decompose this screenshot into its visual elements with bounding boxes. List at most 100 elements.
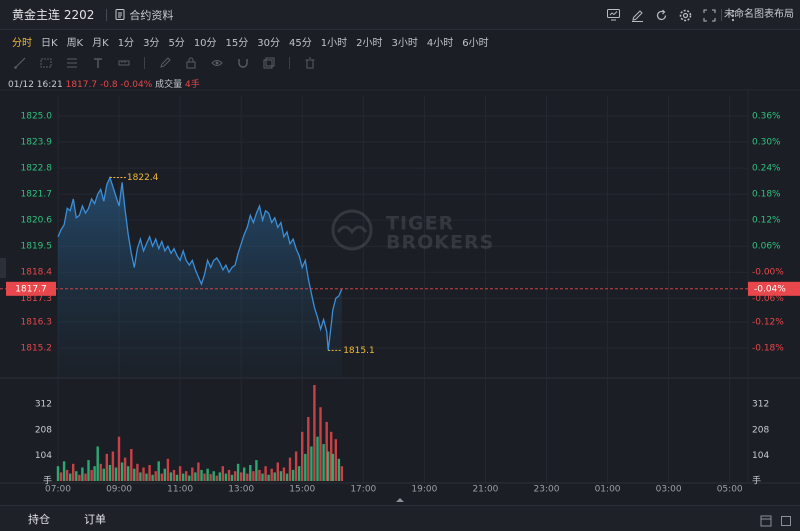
price-tick-label: 1815.2 bbox=[21, 344, 53, 354]
price-area bbox=[58, 177, 342, 378]
layout-divider bbox=[721, 9, 722, 21]
period-tab[interactable]: 5分 bbox=[168, 37, 185, 49]
fib-icon[interactable] bbox=[66, 57, 78, 69]
period-tab[interactable]: 4小时 bbox=[426, 37, 454, 49]
volume-bar bbox=[221, 466, 224, 481]
layers-icon[interactable] bbox=[263, 57, 275, 69]
period-tab[interactable]: 月K bbox=[92, 37, 109, 49]
trend-line-icon[interactable] bbox=[14, 57, 26, 69]
screen-icon[interactable] bbox=[606, 8, 620, 22]
volume-bar bbox=[246, 473, 249, 481]
volume-tick-label-right: 312 bbox=[752, 400, 769, 410]
more-icon[interactable] bbox=[726, 8, 740, 22]
tiger-logo-icon bbox=[331, 209, 373, 251]
time-tick-label: 09:00 bbox=[106, 485, 132, 495]
quote-price: 1817.7 bbox=[65, 80, 98, 90]
volume-bar bbox=[185, 471, 188, 481]
volume-bar bbox=[151, 474, 154, 481]
pencil-icon[interactable] bbox=[159, 57, 171, 69]
tiger-stripe-icon bbox=[336, 225, 368, 235]
volume-bar bbox=[273, 472, 276, 481]
quote-datetime: 01/12 16:21 bbox=[8, 80, 63, 90]
contract-info-button[interactable]: 合约资料 bbox=[115, 7, 173, 23]
volume-bar bbox=[102, 468, 105, 481]
price-tick-label: 1819.5 bbox=[21, 242, 53, 252]
volume-bar bbox=[172, 469, 176, 481]
period-tab[interactable]: 10分 bbox=[193, 37, 217, 49]
trash-icon[interactable] bbox=[304, 57, 316, 69]
maximize-icon[interactable] bbox=[780, 512, 792, 526]
tab-orders[interactable]: 订单 bbox=[84, 512, 106, 526]
price-tick-label: 1818.4 bbox=[21, 268, 53, 278]
period-tab[interactable]: 15分 bbox=[225, 37, 249, 49]
period-tab[interactable]: 1小时 bbox=[320, 37, 348, 49]
volume-bar bbox=[291, 469, 295, 481]
restore-icon[interactable] bbox=[760, 512, 772, 527]
volume-bar bbox=[136, 463, 139, 481]
volume-value: 4手 bbox=[185, 80, 200, 90]
volume-bar bbox=[313, 385, 316, 481]
period-tab[interactable]: 6小时 bbox=[462, 37, 489, 49]
volume-bar bbox=[279, 471, 283, 481]
volume-bar bbox=[209, 474, 212, 481]
pct-tick-label: -0.12% bbox=[752, 317, 784, 327]
pct-tick-label: 0.12% bbox=[752, 216, 781, 226]
volume-bar bbox=[261, 473, 264, 481]
volume-bar bbox=[99, 463, 102, 481]
collapse-panel-icon[interactable] bbox=[392, 495, 408, 503]
volume-bar bbox=[240, 472, 243, 481]
time-tick-label: 21:00 bbox=[472, 485, 498, 495]
rectangle-icon[interactable] bbox=[40, 57, 52, 69]
volume-bar bbox=[178, 466, 182, 481]
ruler-icon[interactable] bbox=[118, 57, 130, 69]
period-tab[interactable]: 分时 bbox=[12, 37, 32, 49]
period-tab[interactable]: 30分 bbox=[257, 37, 281, 49]
volume-bar bbox=[145, 473, 148, 481]
period-tab[interactable]: 日K bbox=[41, 37, 58, 49]
lock-icon[interactable] bbox=[185, 57, 197, 69]
volume-bar bbox=[258, 469, 261, 481]
magnet-icon[interactable] bbox=[237, 57, 249, 69]
edit-icon[interactable] bbox=[630, 8, 644, 22]
period-tab[interactable]: 周K bbox=[66, 37, 84, 49]
volume-bar bbox=[108, 465, 112, 481]
fullscreen-icon[interactable] bbox=[702, 8, 716, 22]
pct-tick-label: -0.06% bbox=[752, 294, 784, 304]
period-tab[interactable]: 3小时 bbox=[391, 37, 418, 49]
period-tab[interactable]: 45分 bbox=[289, 37, 312, 49]
quote-info-line: 01/12 16:21 1817.7 -0.8 -0.04% 成交量 4手 bbox=[8, 77, 200, 90]
volume-bar bbox=[307, 417, 310, 481]
text-tool-icon[interactable] bbox=[92, 57, 104, 69]
symbol-title: 黄金主连 2202 bbox=[12, 8, 95, 22]
side-panel-handle[interactable] bbox=[0, 258, 6, 278]
contract-info-label: 合约资料 bbox=[129, 8, 174, 22]
volume-tick-label: 312 bbox=[35, 400, 52, 410]
volume-bar bbox=[175, 474, 179, 481]
time-tick-label: 19:00 bbox=[411, 485, 437, 495]
volume-bar bbox=[310, 446, 313, 481]
volume-bar bbox=[188, 475, 191, 481]
tab-positions[interactable]: 持仓 bbox=[28, 512, 50, 526]
gear-icon[interactable] bbox=[678, 8, 692, 22]
time-tick-label: 11:00 bbox=[167, 485, 193, 495]
pct-tick-label: 0.36% bbox=[752, 112, 781, 122]
refresh-icon[interactable] bbox=[654, 8, 668, 22]
volume-bar bbox=[337, 458, 341, 481]
period-tab[interactable]: 2小时 bbox=[356, 37, 383, 49]
eye-icon[interactable] bbox=[211, 57, 223, 69]
period-tab[interactable]: 3分 bbox=[143, 37, 160, 49]
volume-bar bbox=[62, 461, 66, 481]
volume-bar bbox=[267, 474, 270, 481]
volume-bar bbox=[139, 472, 142, 481]
toolbar-divider bbox=[144, 57, 145, 69]
time-tick-label: 15:00 bbox=[289, 485, 315, 495]
volume-bar bbox=[157, 461, 160, 481]
period-tab[interactable]: 1分 bbox=[117, 37, 135, 49]
volume-bar bbox=[72, 463, 75, 481]
layout-selector[interactable]: 未命名图表布局 bbox=[724, 9, 794, 20]
low-label: 1815.1 bbox=[343, 346, 375, 356]
pct-tick-label: -0.00% bbox=[752, 268, 784, 278]
volume-bar bbox=[331, 453, 334, 481]
